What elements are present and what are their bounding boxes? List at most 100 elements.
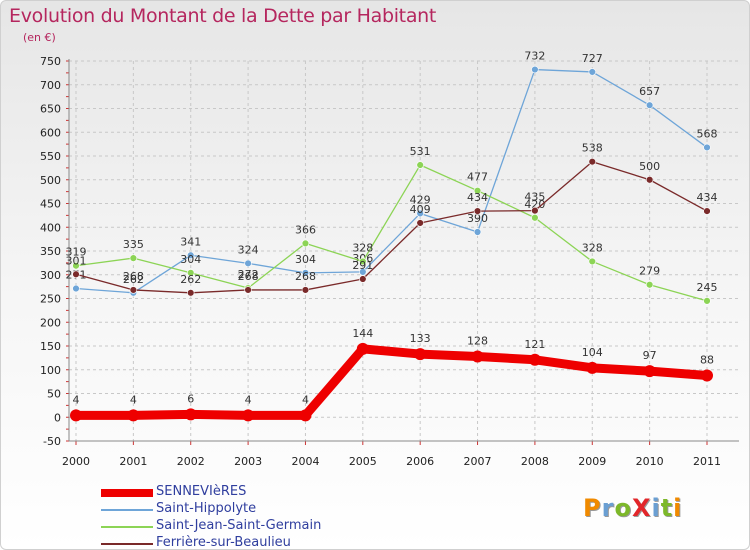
- data-point: [701, 369, 713, 382]
- data-label: 128: [467, 334, 488, 347]
- data-point: [356, 342, 369, 355]
- data-point: [471, 350, 484, 363]
- y-tick-label: 750: [40, 55, 61, 68]
- series-line-1: [75, 68, 708, 294]
- data-point: [301, 286, 310, 294]
- data-label: 4: [245, 393, 252, 406]
- data-point: [473, 207, 482, 215]
- data-point: [588, 68, 596, 76]
- data-point: [414, 348, 427, 361]
- data-label: 366: [295, 223, 316, 236]
- proxiti-logo: ProXiti: [583, 494, 683, 522]
- data-label: 121: [524, 338, 545, 351]
- data-label: 328: [582, 241, 603, 254]
- data-label: 409: [410, 203, 431, 216]
- data-label: 268: [238, 270, 259, 283]
- data-label: 477: [467, 171, 488, 184]
- data-label: 245: [697, 281, 718, 294]
- data-point: [129, 254, 138, 262]
- data-point: [416, 219, 424, 227]
- data-label: 657: [639, 85, 660, 98]
- data-point: [299, 409, 312, 422]
- legend-label: Saint-Hippolyte: [156, 501, 257, 516]
- plot-area: [69, 61, 739, 441]
- data-point: [645, 176, 654, 184]
- x-tick-label: 2000: [62, 455, 90, 468]
- data-point: [129, 286, 138, 294]
- data-point: [703, 143, 711, 152]
- y-tick-label: 250: [40, 293, 61, 306]
- data-label: 568: [697, 127, 718, 140]
- data-label: 291: [352, 259, 373, 272]
- data-point: [127, 409, 140, 422]
- data-point: [242, 409, 255, 422]
- data-label: 6: [187, 392, 194, 405]
- data-point: [416, 209, 424, 218]
- data-point: [416, 161, 424, 169]
- data-label: 420: [524, 198, 545, 211]
- data-label: 262: [180, 273, 201, 286]
- data-point: [645, 101, 654, 109]
- x-tick-label: 2007: [464, 455, 492, 468]
- data-label: 304: [295, 253, 316, 266]
- data-label: 144: [352, 327, 373, 340]
- data-label: 434: [697, 191, 718, 204]
- legend-swatch: [101, 489, 153, 497]
- legend-label: Saint-Jean-Saint-Germain: [156, 518, 322, 533]
- data-point: [72, 284, 80, 293]
- data-label: 268: [295, 270, 316, 283]
- data-point: [70, 409, 82, 422]
- data-label: 272: [238, 268, 259, 281]
- data-point: [359, 257, 367, 266]
- legend-swatch: [101, 543, 153, 545]
- data-label: 4: [302, 393, 309, 406]
- data-label: 434: [467, 191, 488, 204]
- y-tick-label: 500: [40, 174, 61, 187]
- data-label: 500: [639, 160, 660, 173]
- legend-swatch: [101, 526, 153, 528]
- y-tick-label: 0: [54, 411, 61, 424]
- chart-title: Evolution du Montant de la Dette par Hab…: [9, 5, 437, 27]
- data-point: [72, 262, 80, 270]
- data-label: 538: [582, 142, 603, 155]
- data-point: [586, 361, 599, 374]
- x-tick-label: 2008: [521, 455, 549, 468]
- data-label: 319: [66, 246, 87, 259]
- x-tick-label: 2011: [693, 455, 721, 468]
- data-label: 304: [180, 253, 201, 266]
- data-label: 104: [582, 346, 603, 359]
- data-point: [359, 275, 367, 283]
- data-label: 4: [130, 393, 137, 406]
- data-point: [244, 259, 252, 268]
- data-label: 262: [123, 273, 144, 286]
- y-tick-label: -50: [43, 435, 61, 448]
- data-point: [703, 207, 711, 215]
- series-line-3: [75, 161, 708, 294]
- legend-label: SENNEVIèRES: [156, 484, 247, 499]
- y-tick-label: 300: [40, 269, 61, 282]
- y-tick-label: 150: [40, 340, 61, 353]
- data-point: [187, 269, 195, 277]
- data-point: [531, 214, 539, 222]
- y-tick-label: 200: [40, 316, 61, 329]
- data-label: 732: [524, 50, 545, 63]
- data-label: 727: [582, 52, 603, 65]
- data-point: [187, 289, 195, 297]
- data-label: 97: [643, 349, 657, 362]
- y-tick-label: 700: [40, 79, 61, 92]
- data-point: [359, 268, 367, 276]
- legend-swatch: [101, 509, 153, 511]
- y-axis-unit: (en €): [23, 31, 56, 44]
- data-label: 341: [180, 235, 201, 248]
- data-point: [72, 270, 80, 278]
- data-label: 88: [700, 353, 714, 366]
- series-line-0: [71, 344, 712, 420]
- data-point: [187, 251, 195, 259]
- data-point: [473, 186, 482, 195]
- data-label: 133: [410, 332, 431, 345]
- data-point: [703, 297, 711, 305]
- y-tick-label: 650: [40, 103, 61, 116]
- y-tick-label: 350: [40, 245, 61, 258]
- y-tick-label: 400: [40, 221, 61, 234]
